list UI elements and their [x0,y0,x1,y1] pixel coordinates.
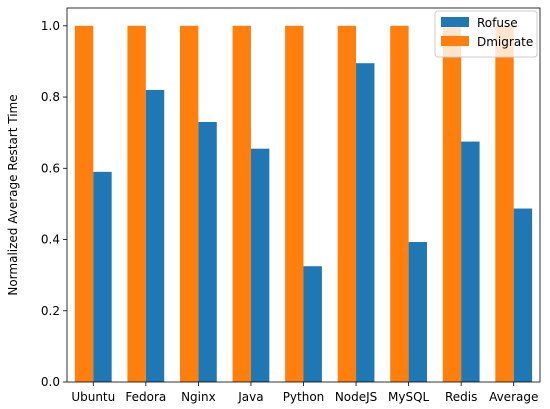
bar-dmigrate [442,25,462,383]
x-tick-label: Java [237,390,263,404]
x-tick-label: Nginx [181,390,216,404]
bar-rofuse [408,242,428,382]
bar-dmigrate [179,25,199,383]
bar-rofuse [356,63,375,382]
bar-dmigrate [74,25,94,383]
bar-dmigrate [127,25,146,383]
x-tick-label: MySQL [388,390,430,404]
plot-frame [66,7,541,383]
bar-dmigrate [495,25,514,383]
bar-dmigrate [232,25,251,383]
legend-label-dmigrate: Dmigrate [477,35,533,49]
bar-rofuse [513,208,533,382]
y-tick-label: 0.2 [41,304,60,318]
bar-dmigrate [285,25,304,383]
legend: Rofuse Dmigrate [434,10,538,58]
legend-swatch-dmigrate [441,36,469,46]
y-axis-label: Normalized Average Restart Time [6,94,20,295]
bar-dmigrate [337,25,357,383]
legend-label-rofuse: Rofuse [477,16,518,30]
bar-rofuse [303,266,322,382]
x-tick-label: Average [489,390,538,404]
bar-rofuse [145,89,165,382]
bar-rofuse [198,121,217,382]
bar-dmigrate [390,25,409,383]
bars-layer [74,25,533,383]
x-tick-label: Redis [445,390,477,404]
y-tick-label: 0.8 [41,90,60,104]
bar-rofuse [461,141,480,382]
axes-layer: Ubuntu Fedora Nginx Java Python NodeJS MySQL Re… [41,7,541,404]
y-tick-label: 0.0 [41,375,60,389]
x-tick-label: Python [283,390,325,404]
y-tick-label: 0.6 [41,161,60,175]
y-tick-label: 1.0 [41,19,60,33]
legend-swatch-rofuse [441,17,469,27]
bar-rofuse [250,148,270,382]
x-tick-label: Fedora [125,390,166,404]
x-tick-label: NodeJS [335,390,377,404]
x-tick-label: Ubuntu [71,390,115,404]
bar-rofuse [93,171,112,382]
y-tick-label: 0.4 [41,233,60,247]
